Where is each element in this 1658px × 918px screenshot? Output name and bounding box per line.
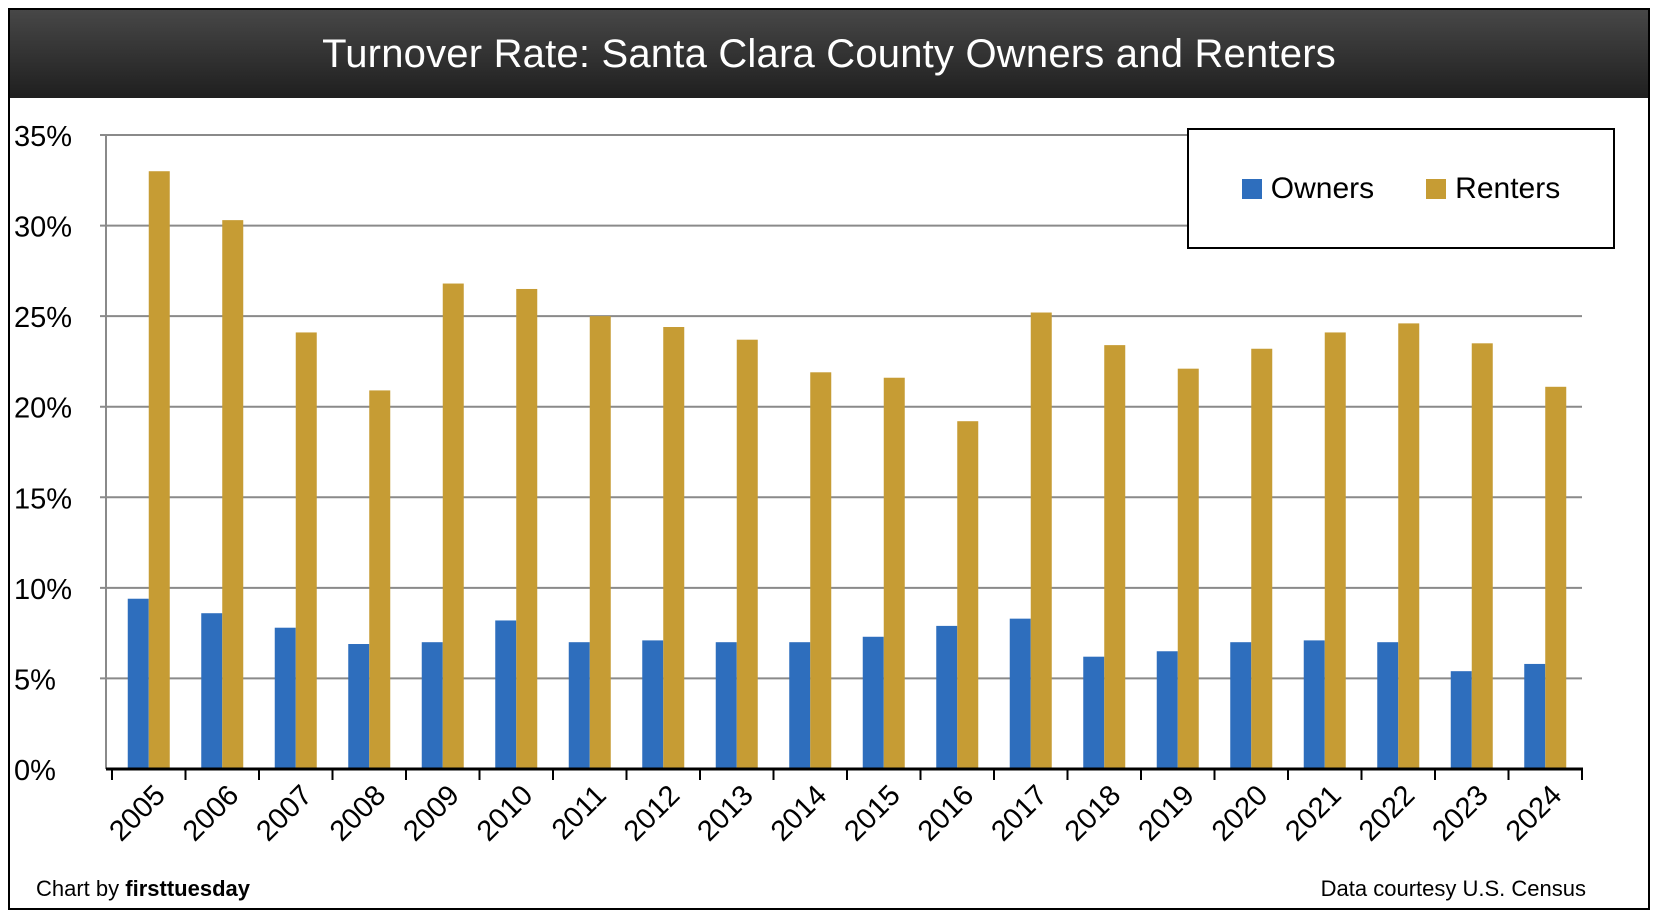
y-axis-ticks: 0% 5% 10% 15% 20% 25% 30% 35%: [14, 121, 72, 787]
bar-owners-2017: [1009, 618, 1031, 769]
title-bar: Turnover Rate: Santa Clara County Owners…: [10, 10, 1648, 98]
x-tick-label: 2007: [250, 779, 318, 847]
legend-swatch-renters: [1426, 178, 1447, 199]
bar-owners-2018: [1083, 656, 1105, 769]
x-tick-label: 2022: [1353, 779, 1421, 847]
legend-swatch-owners: [1241, 178, 1262, 199]
bar-owners-2006: [201, 613, 223, 769]
bar-owners-2008: [348, 644, 370, 769]
bar-owners-2011: [568, 642, 590, 769]
bar-renters-2022: [1398, 323, 1420, 769]
bars: [127, 171, 1567, 769]
bar-renters-2008: [369, 390, 391, 769]
x-tick-label: 2024: [1500, 779, 1568, 847]
bar-owners-2010: [495, 620, 517, 769]
x-tick-label: 2010: [471, 779, 539, 847]
bar-owners-2023: [1450, 671, 1472, 769]
bar-owners-2014: [789, 642, 811, 769]
bar-renters-2018: [1104, 345, 1126, 769]
x-tick-label: 2009: [397, 779, 465, 847]
bar-owners-2013: [715, 642, 737, 769]
bar-renters-2020: [1251, 348, 1273, 769]
bar-owners-2009: [421, 642, 443, 769]
bar-renters-2007: [295, 332, 317, 769]
bar-owners-2012: [642, 640, 664, 769]
legend-item-owners: Owners: [1241, 171, 1375, 206]
bar-owners-2022: [1377, 642, 1399, 769]
x-tick-label: 2006: [177, 779, 245, 847]
x-tick-label: 2023: [1426, 779, 1494, 847]
x-tick-label: 2020: [1206, 779, 1274, 847]
y-tick-label: 30%: [14, 212, 72, 244]
legend: Owners Renters: [1187, 128, 1615, 249]
legend-label-owners: Owners: [1270, 171, 1375, 205]
data-source: Data courtesy U.S. Census: [1320, 876, 1586, 901]
x-tick-label: 2012: [618, 779, 686, 847]
x-axis: [106, 767, 1583, 780]
x-tick-label: 2008: [324, 779, 392, 847]
bar-owners-2024: [1524, 663, 1546, 769]
bar-renters-2010: [516, 288, 538, 769]
legend-item-renters: Renters: [1426, 172, 1560, 206]
bar-owners-2020: [1230, 642, 1252, 769]
bar-renters-2013: [736, 339, 758, 769]
credit-brand: firsttuesday: [125, 876, 250, 901]
x-tick-label: 2018: [1059, 779, 1127, 847]
bar-owners-2015: [862, 636, 884, 769]
x-tick-label: 2016: [912, 779, 980, 847]
bar-renters-2009: [442, 283, 464, 769]
bar-owners-2016: [936, 625, 958, 769]
bar-renters-2021: [1324, 332, 1346, 769]
bar-owners-2019: [1156, 651, 1178, 769]
bar-renters-2015: [883, 377, 905, 769]
y-tick-label: 0%: [14, 755, 56, 787]
x-tick-label: 2019: [1132, 779, 1200, 847]
y-tick-label: 20%: [14, 393, 72, 425]
bar-renters-2024: [1545, 386, 1567, 769]
bar-renters-2023: [1471, 343, 1493, 769]
x-tick-label: 2013: [691, 779, 759, 847]
y-tick-label: 10%: [14, 574, 72, 606]
x-tick-label: 2005: [103, 779, 171, 847]
y-tick-label: 15%: [14, 483, 72, 515]
bar-renters-2005: [148, 171, 170, 769]
legend-label-renters: Renters: [1455, 171, 1561, 205]
x-tick-label: 2014: [765, 779, 833, 847]
bar-renters-2014: [810, 372, 832, 769]
y-tick-label: 35%: [14, 121, 72, 153]
x-tick-label: 2011: [546, 779, 613, 846]
bar-renters-2019: [1177, 368, 1199, 769]
chart-credit: Chart by firsttuesday: [36, 876, 250, 902]
y-tick-label: 5%: [14, 664, 56, 696]
y-tick-label: 25%: [14, 302, 72, 334]
bar-owners-2021: [1303, 640, 1325, 769]
bar-renters-2006: [222, 220, 244, 769]
bar-owners-2005: [127, 598, 149, 769]
x-axis-labels: 2005 2006 2007 2008 2009 2010 2011 2012 2013 2014…: [103, 779, 1568, 847]
bar-renters-2011: [589, 316, 611, 769]
bar-renters-2012: [663, 327, 685, 769]
x-tick-label: 2015: [838, 779, 906, 847]
credit-prefix: Chart by: [36, 876, 126, 901]
bar-renters-2016: [957, 421, 979, 769]
x-tick-label: 2021: [1279, 779, 1347, 847]
chart-title: Turnover Rate: Santa Clara County Owners…: [322, 31, 1336, 76]
bar-renters-2017: [1030, 312, 1052, 769]
bar-owners-2007: [274, 627, 296, 769]
x-tick-label: 2017: [985, 779, 1053, 847]
